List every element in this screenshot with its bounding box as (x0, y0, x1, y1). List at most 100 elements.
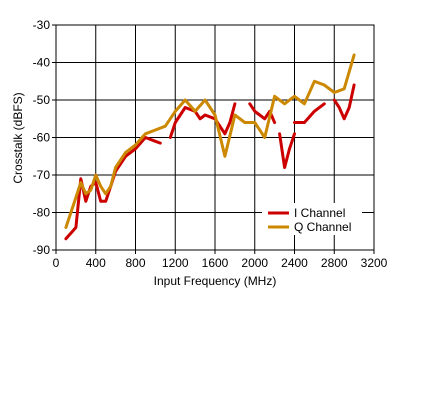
data-point-i-channel (184, 106, 186, 109)
y-tick-label: -80 (33, 206, 51, 220)
data-point-q-channel (95, 174, 97, 176)
data-point-i-channel (313, 110, 315, 112)
x-tick-labels: 0 400 800 1200 1600 2000 2400 2800 3200 (53, 256, 388, 270)
data-point-i-channel (343, 118, 345, 120)
legend-label-i-channel: I Channel (294, 206, 345, 220)
x-tick-label: 2800 (321, 256, 348, 270)
data-point-q-channel (224, 155, 226, 157)
data-point-i-channel (284, 166, 286, 169)
data-point-i-channel (353, 84, 355, 86)
data-point-i-channel (159, 142, 161, 144)
data-point-i-channel (293, 133, 296, 135)
data-point-q-channel (134, 144, 137, 146)
y-tick-label: -30 (33, 18, 51, 32)
data-point-q-channel (100, 185, 102, 187)
data-point-i-channel (95, 181, 97, 184)
data-point-i-channel (303, 121, 305, 124)
x-tick-label: 1600 (202, 256, 229, 270)
data-point-i-channel (348, 106, 350, 109)
data-point-q-channel (144, 133, 146, 135)
data-point-i-channel (85, 200, 87, 202)
data-point-i-channel (224, 133, 226, 135)
data-point-q-channel (244, 121, 246, 124)
series-group (64, 53, 356, 241)
data-point-i-channel (134, 148, 137, 150)
data-point-i-channel (259, 114, 261, 116)
data-point-i-channel (144, 136, 146, 139)
data-point-q-channel (154, 129, 156, 131)
series-line-i-channel (168, 102, 237, 139)
data-point-i-channel (154, 140, 156, 142)
data-point-q-channel (115, 166, 117, 169)
data-point-q-channel (284, 103, 286, 105)
legend-label-q-channel: Q Channel (294, 220, 351, 234)
data-point-q-channel (293, 95, 296, 97)
data-point-q-channel (194, 110, 196, 112)
data-point-i-channel (65, 238, 67, 240)
data-point-i-channel (274, 121, 276, 124)
x-tick-label: 1200 (162, 256, 189, 270)
data-point-i-channel (279, 133, 281, 135)
data-point-i-channel (333, 99, 335, 101)
x-tick-label: 2000 (241, 256, 268, 270)
data-point-q-channel (353, 54, 355, 56)
data-point-q-channel (90, 189, 92, 191)
data-point-q-channel (313, 80, 315, 82)
data-point-i-channel (204, 114, 206, 116)
data-point-q-channel (174, 110, 176, 112)
x-axis-title: Input Frequency (MHz) (154, 274, 277, 288)
data-point-q-channel (85, 193, 87, 195)
y-tick-label: -60 (33, 131, 51, 145)
data-point-i-channel (174, 121, 176, 124)
y-tick-label: -50 (33, 93, 51, 107)
data-point-i-channel (254, 110, 256, 112)
series-line-q-channel (64, 53, 356, 229)
data-point-i-channel (169, 136, 171, 139)
data-point-i-channel (229, 121, 231, 124)
data-point-q-channel (204, 99, 206, 101)
data-point-q-channel (110, 185, 112, 187)
data-point-q-channel (164, 125, 166, 127)
data-point-q-channel (80, 181, 82, 184)
data-point-i-channel (264, 118, 266, 120)
y-tick-label: -70 (33, 168, 51, 182)
y-tick-labels: -30 -40 -50 -60 -70 -80 -90 (33, 18, 51, 257)
data-point-i-channel (249, 103, 251, 105)
data-point-q-channel (65, 226, 67, 229)
data-point-i-channel (199, 118, 201, 120)
data-point-q-channel (264, 136, 266, 139)
data-point-q-channel (323, 84, 325, 86)
x-tick-label: 0 (53, 256, 60, 270)
data-point-q-channel (343, 88, 345, 90)
x-tick-label: 3200 (361, 256, 388, 270)
y-tick-label: -90 (33, 243, 51, 257)
data-point-q-channel (333, 91, 335, 94)
data-point-i-channel (80, 178, 82, 180)
data-point-q-channel (303, 103, 305, 105)
data-point-i-channel (288, 148, 291, 150)
data-point-q-channel (274, 95, 276, 97)
series-q-channel (64, 53, 356, 229)
data-point-q-channel (234, 114, 236, 116)
data-point-q-channel (125, 151, 127, 154)
data-point-q-channel (254, 121, 256, 124)
legend-background (262, 203, 362, 235)
data-point-q-channel (214, 114, 216, 116)
data-point-q-channel (75, 196, 77, 199)
data-point-i-channel (234, 103, 236, 105)
data-point-i-channel (338, 106, 340, 109)
data-point-i-channel (293, 121, 296, 124)
data-point-q-channel (105, 193, 107, 195)
data-point-i-channel (75, 226, 77, 229)
series-line-i-channel (293, 102, 326, 124)
plot-frame (55, 24, 375, 251)
series-line-i-channel (278, 132, 296, 169)
x-tick-label: 800 (125, 256, 145, 270)
y-axis-title: Crosstalk (dBFS) (11, 92, 25, 183)
data-point-i-channel (105, 200, 107, 202)
y-tick-label: -40 (33, 56, 51, 70)
x-tick-label: 2400 (281, 256, 308, 270)
data-point-i-channel (323, 103, 325, 105)
data-point-q-channel (184, 99, 186, 101)
